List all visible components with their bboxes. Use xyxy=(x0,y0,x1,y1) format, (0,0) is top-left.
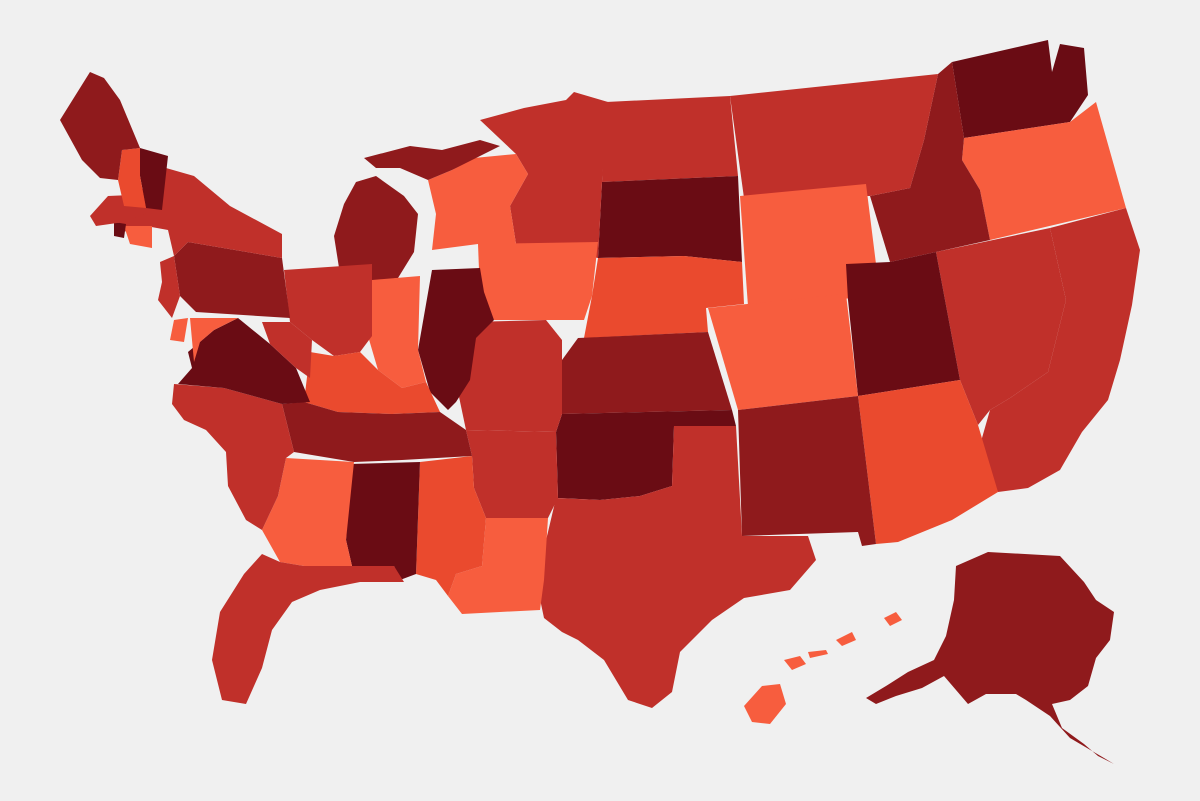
state-sc[interactable] xyxy=(226,446,294,530)
state-nj[interactable] xyxy=(158,256,180,318)
state-nc[interactable] xyxy=(172,384,294,452)
state-tx[interactable] xyxy=(536,426,816,708)
state-ri[interactable] xyxy=(114,222,126,238)
state-al[interactable] xyxy=(346,462,420,580)
state-wi[interactable] xyxy=(428,154,528,250)
state-ok[interactable] xyxy=(556,410,736,500)
state-ga[interactable] xyxy=(262,458,354,566)
state-hi-big-island[interactable] xyxy=(744,684,786,724)
state-nd[interactable] xyxy=(602,96,738,182)
state-nv[interactable] xyxy=(936,228,1066,425)
state-il[interactable] xyxy=(418,268,494,410)
state-in[interactable] xyxy=(368,276,426,388)
state-me[interactable] xyxy=(60,72,140,180)
state-hi-molokai[interactable] xyxy=(808,650,828,658)
state-co[interactable] xyxy=(708,294,858,410)
state-de[interactable] xyxy=(170,318,188,342)
state-ne[interactable] xyxy=(584,256,744,338)
state-ak[interactable] xyxy=(866,552,1114,764)
state-wy[interactable] xyxy=(740,184,880,306)
state-ms[interactable] xyxy=(416,456,486,596)
state-mi[interactable] xyxy=(334,176,418,282)
state-wv[interactable] xyxy=(262,322,312,378)
state-ar[interactable] xyxy=(466,430,558,518)
state-ks[interactable] xyxy=(562,332,732,414)
state-fl[interactable] xyxy=(212,554,404,704)
state-hi-maui[interactable] xyxy=(784,656,806,670)
state-id[interactable] xyxy=(870,62,990,262)
state-mo[interactable] xyxy=(454,320,562,432)
states-layer xyxy=(60,40,1140,764)
state-hi-oahu[interactable] xyxy=(836,632,856,646)
state-mi-upper[interactable] xyxy=(364,140,500,180)
state-nm[interactable] xyxy=(738,396,876,546)
state-or[interactable] xyxy=(962,102,1126,240)
state-hi-kauai[interactable] xyxy=(884,612,902,626)
state-wa[interactable] xyxy=(952,40,1088,138)
state-mn[interactable] xyxy=(480,92,608,258)
state-ct[interactable] xyxy=(124,226,152,248)
state-nh[interactable] xyxy=(118,148,146,208)
state-pa[interactable] xyxy=(174,242,290,318)
state-va[interactable] xyxy=(178,318,310,404)
state-ia[interactable] xyxy=(478,242,598,320)
state-ca[interactable] xyxy=(978,208,1140,492)
state-vt[interactable] xyxy=(140,148,168,210)
state-la[interactable] xyxy=(448,518,548,614)
state-md[interactable] xyxy=(190,318,238,362)
state-oh[interactable] xyxy=(284,264,372,356)
state-az[interactable] xyxy=(858,380,998,544)
state-mt[interactable] xyxy=(730,74,938,198)
state-tn[interactable] xyxy=(282,402,472,462)
state-sd[interactable] xyxy=(598,176,742,262)
state-ky[interactable] xyxy=(304,352,440,414)
state-ut[interactable] xyxy=(846,252,960,396)
